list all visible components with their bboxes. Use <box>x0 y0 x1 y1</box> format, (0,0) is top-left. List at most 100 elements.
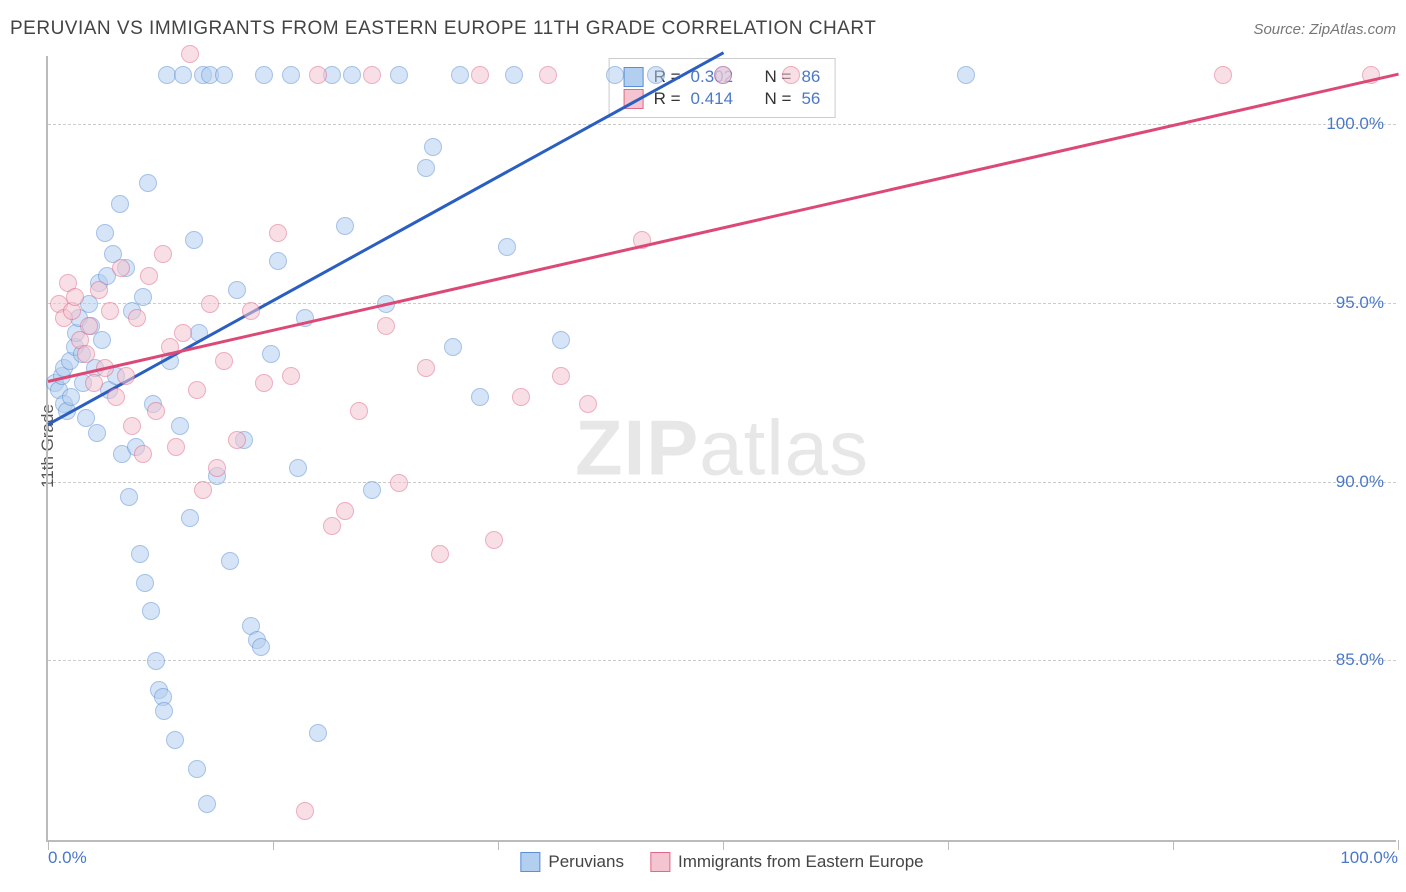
data-point <box>62 388 80 406</box>
data-point <box>228 431 246 449</box>
data-point <box>390 474 408 492</box>
gridline <box>48 482 1396 483</box>
data-point <box>174 324 192 342</box>
data-point <box>120 488 138 506</box>
data-point <box>606 66 624 84</box>
data-point <box>77 345 95 363</box>
data-point <box>269 224 287 242</box>
legend-label: Peruvians <box>548 852 624 872</box>
x-tick-label: 100.0% <box>1340 848 1398 868</box>
data-point <box>336 502 354 520</box>
data-point <box>390 66 408 84</box>
y-tick-label: 90.0% <box>1336 472 1384 492</box>
data-point <box>579 395 597 413</box>
data-point <box>255 374 273 392</box>
r-value: 0.414 <box>691 89 747 109</box>
data-point <box>255 66 273 84</box>
data-point <box>417 359 435 377</box>
data-point <box>282 66 300 84</box>
data-point <box>471 388 489 406</box>
legend-swatch-icon <box>624 67 644 87</box>
x-tick <box>273 840 274 850</box>
data-point <box>107 388 125 406</box>
data-point <box>1214 66 1232 84</box>
data-point <box>215 66 233 84</box>
data-point <box>188 381 206 399</box>
data-point <box>228 281 246 299</box>
data-point <box>343 66 361 84</box>
x-tick-label: 0.0% <box>48 848 87 868</box>
source-attribution: Source: ZipAtlas.com <box>1253 21 1396 38</box>
data-point <box>336 217 354 235</box>
data-point <box>93 331 111 349</box>
data-point <box>350 402 368 420</box>
watermark: ZIPatlas <box>575 403 869 494</box>
data-point <box>111 195 129 213</box>
data-point <box>131 545 149 563</box>
data-point <box>66 288 84 306</box>
data-point <box>185 231 203 249</box>
y-tick-label: 85.0% <box>1336 650 1384 670</box>
data-point <box>139 174 157 192</box>
data-point <box>80 317 98 335</box>
data-point <box>147 652 165 670</box>
legend-label: Immigrants from Eastern Europe <box>678 852 924 872</box>
data-point <box>647 66 665 84</box>
data-point <box>296 802 314 820</box>
data-point <box>101 302 119 320</box>
data-point <box>171 417 189 435</box>
x-tick <box>498 840 499 850</box>
n-label: N = <box>765 89 792 109</box>
x-tick <box>1173 840 1174 850</box>
data-point <box>88 424 106 442</box>
y-tick-label: 100.0% <box>1326 114 1384 134</box>
data-point <box>323 517 341 535</box>
data-point <box>112 259 130 277</box>
data-point <box>181 509 199 527</box>
data-point <box>552 367 570 385</box>
data-point <box>242 302 260 320</box>
data-point <box>142 602 160 620</box>
data-point <box>188 760 206 778</box>
data-point <box>201 295 219 313</box>
data-point <box>363 66 381 84</box>
data-point <box>309 66 327 84</box>
data-point <box>282 367 300 385</box>
data-point <box>512 388 530 406</box>
trend-line <box>48 73 1399 383</box>
data-point <box>198 795 216 813</box>
data-point <box>444 338 462 356</box>
data-point <box>363 481 381 499</box>
data-point <box>194 481 212 499</box>
x-tick <box>1398 840 1399 850</box>
title-bar: PERUVIAN VS IMMIGRANTS FROM EASTERN EURO… <box>10 18 1396 40</box>
data-point <box>181 45 199 63</box>
n-value: 86 <box>801 67 820 87</box>
data-point <box>309 724 327 742</box>
data-point <box>252 638 270 656</box>
data-point <box>424 138 442 156</box>
data-point <box>269 252 287 270</box>
data-point <box>147 402 165 420</box>
data-point <box>140 267 158 285</box>
data-point <box>471 66 489 84</box>
data-point <box>96 224 114 242</box>
data-point <box>417 159 435 177</box>
y-tick-label: 95.0% <box>1336 293 1384 313</box>
legend-swatch-icon <box>520 852 540 872</box>
data-point <box>539 66 557 84</box>
data-point <box>505 66 523 84</box>
data-point <box>166 731 184 749</box>
scatter-plot: ZIPatlas R = 0.302 N = 86 R = 0.414 N = … <box>46 56 1396 842</box>
legend-swatch-icon <box>650 852 670 872</box>
legend-item-eastern-europe: Immigrants from Eastern Europe <box>650 852 924 872</box>
data-point <box>208 459 226 477</box>
data-point <box>167 438 185 456</box>
data-point <box>154 245 172 263</box>
data-point <box>90 281 108 299</box>
data-point <box>215 352 233 370</box>
data-point <box>714 66 732 84</box>
legend-item-peruvians: Peruvians <box>520 852 624 872</box>
r-label: R = <box>654 89 681 109</box>
data-point <box>552 331 570 349</box>
